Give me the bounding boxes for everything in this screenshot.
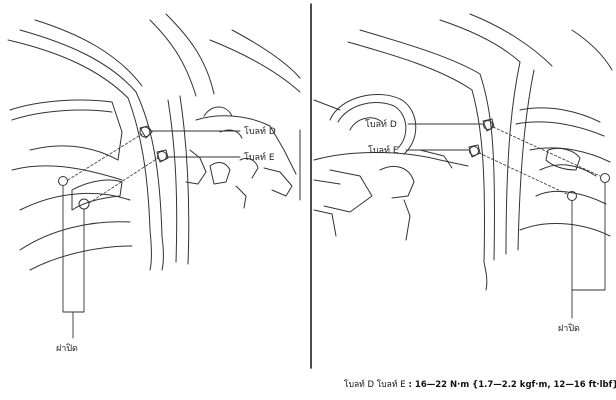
right-bolt-d-label: โบลท์ D [365,118,397,130]
right-panel [313,13,613,291]
torque-spec: โบลท์ D โบลท์ E : 16—22 N·m {1.7—2.2 kgf… [344,377,616,391]
torque-spec-bolts: โบลท์ D โบลท์ E [344,380,406,390]
left-bolt-d-label: โบลท์ D [244,125,276,137]
right-bolt-e-label: โบลท์ E [368,144,399,156]
left-leaders [62,130,241,339]
right-alignment-lines [478,126,601,195]
left-cover-label: ฝาปิด [56,343,78,354]
right-cover-label: ฝาปิด [558,323,580,334]
left-alignment-lines [67,133,159,204]
left-bolt-e-label: โบลท์ E [244,151,275,163]
torque-spec-value: 16—22 N·m {1.7—2.2 kgf·m, 12—16 ft·lbf} [414,380,616,390]
right-leaders [405,123,606,319]
left-panel [7,13,301,271]
